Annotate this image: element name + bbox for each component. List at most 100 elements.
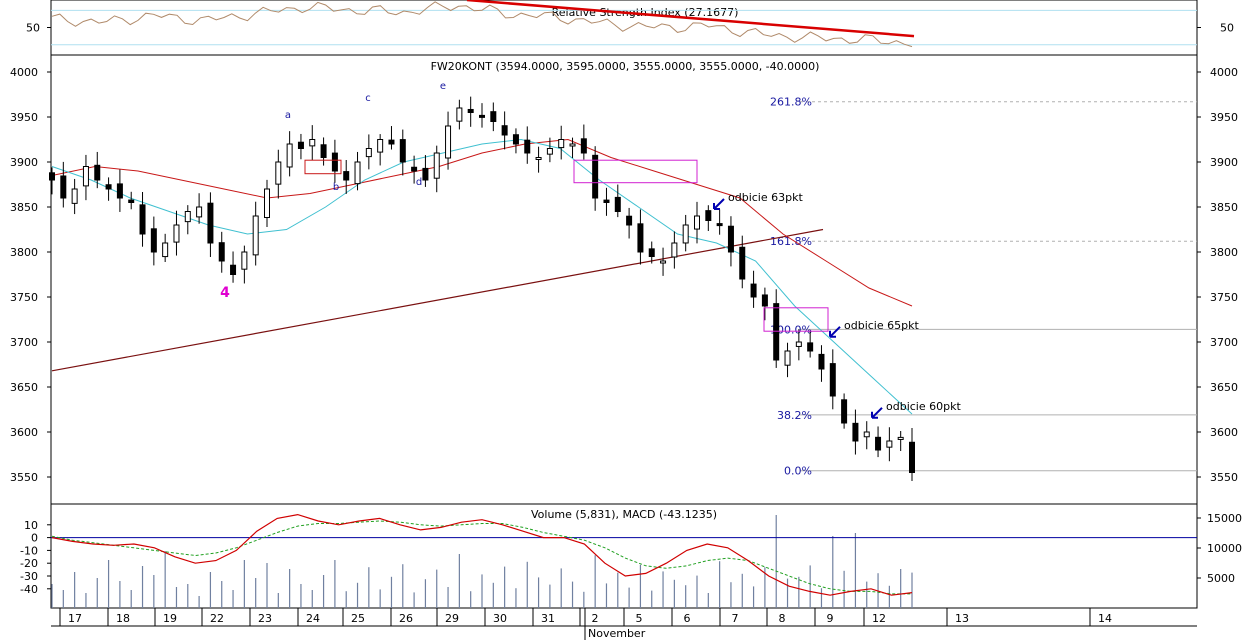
wave-label: d	[416, 177, 422, 188]
candlestick	[626, 215, 633, 226]
candlestick	[603, 199, 610, 204]
x-tick-label: 17	[68, 612, 82, 625]
volume-tick-label: 10000	[1207, 542, 1242, 555]
candlestick	[445, 125, 452, 159]
fib-level-label: 100.0%	[770, 323, 812, 336]
candlestick	[399, 139, 406, 163]
rsi-trendline	[466, 0, 915, 38]
x-tick-label: 14	[1098, 612, 1112, 625]
candlestick	[105, 184, 112, 190]
wave-label: c	[365, 93, 371, 104]
candlestick	[705, 210, 712, 222]
wave-label: a	[285, 110, 291, 121]
candlestick	[411, 166, 418, 172]
price-tick-label-right: 3650	[1210, 381, 1238, 394]
x-tick-label: 22	[210, 612, 224, 625]
annotation-label: odbicie 65pkt	[844, 319, 919, 332]
rsi-title: Relative Strength Index (27.1677)	[552, 6, 739, 19]
candlestick	[750, 283, 757, 298]
wave-label: 4	[220, 285, 230, 301]
candlestick	[433, 152, 440, 179]
macd-line	[51, 513, 913, 596]
price-tick-label-left: 3800	[10, 246, 38, 259]
x-tick-label: 26	[399, 612, 413, 625]
candlestick	[139, 204, 146, 235]
candlestick	[637, 223, 644, 253]
candlestick	[116, 183, 123, 199]
x-tick-label: 7	[732, 612, 739, 625]
price-tick-label-right: 3850	[1210, 201, 1238, 214]
candlestick	[818, 353, 825, 370]
candlestick	[897, 436, 904, 440]
candlestick	[490, 111, 497, 123]
candlestick	[501, 125, 508, 136]
candlestick	[196, 206, 203, 218]
x-tick-label: 23	[258, 612, 272, 625]
candlestick	[569, 143, 576, 147]
annotation-arrow	[829, 326, 841, 338]
price-tick-label-left: 3700	[10, 336, 38, 349]
macd-tick-label: 10	[24, 519, 38, 532]
price-tick-label-right: 3700	[1210, 336, 1238, 349]
wave-label: e	[440, 81, 446, 92]
rsi-line	[51, 1, 913, 48]
x-tick-label: 19	[163, 612, 177, 625]
wave-label: b	[333, 182, 339, 193]
fast-moving-average	[51, 138, 913, 415]
macd-tick-label: 0	[31, 532, 38, 545]
candlestick	[852, 422, 859, 442]
candlestick	[60, 175, 67, 199]
candlestick	[716, 223, 723, 227]
candlestick	[162, 242, 169, 258]
price-title: FW20KONT (3594.0000, 3595.0000, 3555.000…	[431, 60, 820, 73]
candlestick	[297, 141, 304, 150]
candlestick	[343, 171, 350, 181]
annotation-arrow	[871, 407, 883, 419]
candlestick	[886, 440, 893, 448]
month-label: November	[588, 627, 646, 640]
candlestick	[377, 139, 384, 153]
candlestick	[479, 114, 485, 118]
price-tick-label-left: 3550	[10, 471, 38, 484]
candlestick	[761, 294, 768, 307]
candlestick	[94, 164, 101, 181]
slow-moving-average	[51, 138, 913, 307]
macd-tick-label: -10	[20, 544, 38, 557]
candlestick	[128, 199, 135, 204]
candlestick	[614, 196, 621, 213]
candlestick	[773, 303, 780, 361]
price-tick-label-right: 3550	[1210, 471, 1238, 484]
candlestick	[807, 342, 814, 352]
candlestick	[456, 107, 463, 122]
x-tick-label: 12	[872, 612, 886, 625]
candlestick	[841, 399, 848, 424]
price-tick-label-left: 3950	[10, 111, 38, 124]
candlestick	[694, 215, 700, 230]
macd-tick-label: -40	[20, 583, 38, 596]
resistance-box	[573, 159, 698, 184]
candlestick	[546, 148, 553, 155]
support-trendline	[51, 228, 824, 372]
candlestick	[422, 167, 429, 181]
candlestick	[184, 211, 191, 223]
candlestick	[784, 350, 791, 366]
price-tick-label-right: 3900	[1210, 156, 1238, 169]
candlestick	[71, 188, 78, 204]
candlestick	[354, 161, 361, 185]
fib-level-label: 0.0%	[784, 465, 812, 478]
macd-signal-line	[51, 520, 912, 595]
candlestick	[320, 144, 327, 158]
candlestick	[264, 188, 270, 219]
price-tick-label-right: 3750	[1210, 291, 1238, 304]
annotation-label: odbicie 63pkt	[728, 191, 803, 204]
candlestick	[230, 264, 237, 276]
rsi-layer	[51, 0, 1197, 48]
volume-macd-panel	[50, 503, 1198, 609]
price-tick-label-left: 3750	[10, 291, 38, 304]
candlestick	[863, 431, 870, 438]
candlestick	[49, 172, 55, 181]
x-tick-label: 30	[493, 612, 507, 625]
x-tick-label: 29	[445, 612, 459, 625]
candlestick	[739, 246, 746, 280]
